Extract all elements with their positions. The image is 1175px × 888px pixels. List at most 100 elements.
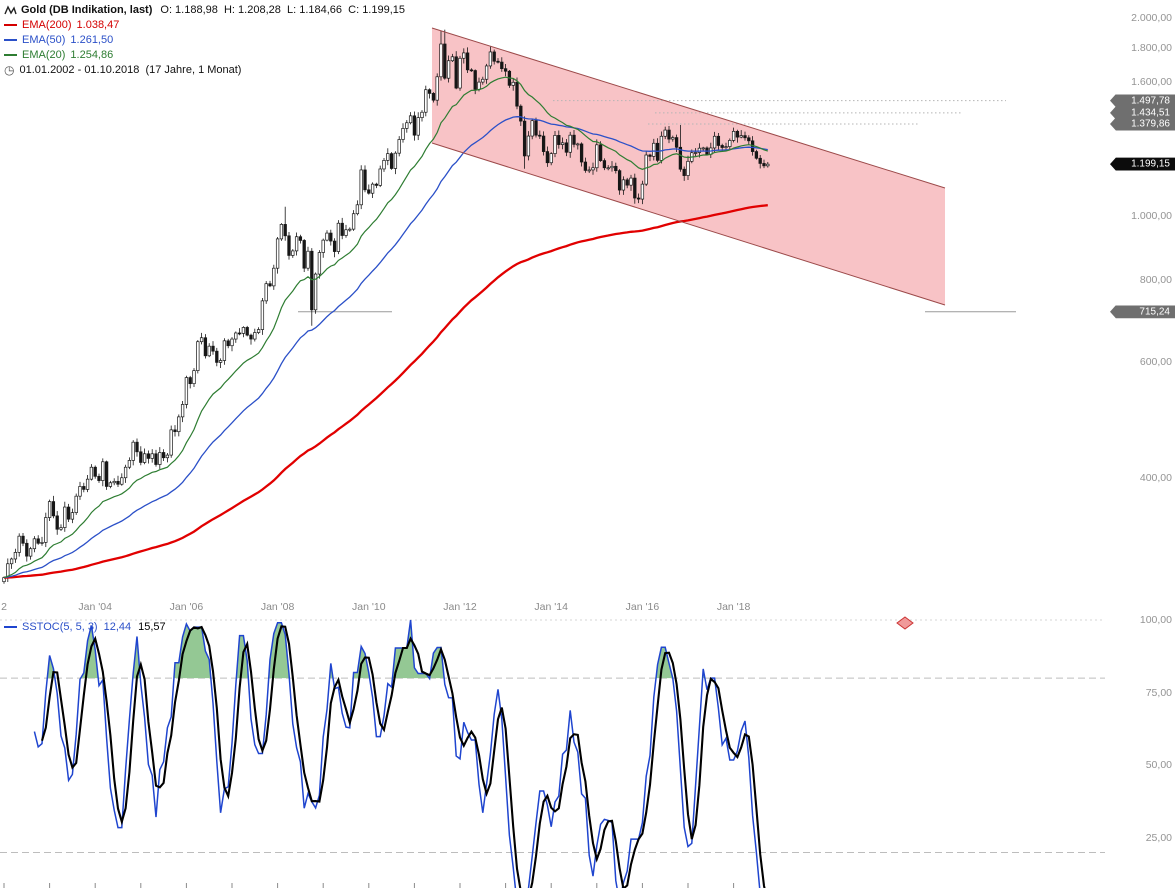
candle-body	[522, 120, 527, 157]
candle-body	[389, 153, 394, 169]
candle-body	[245, 327, 249, 336]
candle-body	[473, 70, 477, 90]
candle-body	[112, 480, 116, 484]
candle-body	[78, 486, 82, 497]
candle-body	[682, 168, 686, 176]
candle-body	[405, 122, 409, 129]
candle-body	[158, 452, 162, 465]
candle-body	[431, 93, 436, 101]
candle-body	[355, 204, 360, 215]
candle-body	[234, 332, 238, 340]
candle-body	[268, 283, 272, 287]
candle-body	[503, 68, 508, 72]
candle-body	[697, 147, 702, 153]
candle-body	[500, 61, 504, 70]
candle-body	[249, 334, 253, 340]
candle-body	[401, 128, 405, 140]
candle-body	[458, 57, 462, 89]
candle-body	[104, 461, 109, 487]
candle-body	[59, 527, 63, 530]
candle-body	[169, 429, 173, 456]
candle-body	[317, 252, 322, 275]
candle-body	[465, 52, 470, 71]
candle-body	[101, 461, 105, 481]
candle-body	[367, 189, 371, 194]
candle-body	[416, 117, 420, 136]
candle-body	[97, 475, 101, 481]
candle-body	[25, 542, 29, 557]
candle-body	[218, 360, 223, 363]
candle-body	[363, 169, 367, 191]
candle-body	[344, 229, 348, 236]
candle-body	[450, 56, 455, 62]
candle-body	[488, 51, 493, 67]
candle-body	[572, 134, 576, 145]
candle-body	[199, 337, 204, 343]
ema50-line	[3, 116, 768, 579]
candle-body	[408, 115, 413, 124]
candle-body	[420, 111, 424, 118]
candle-body	[142, 453, 147, 463]
candle-body	[123, 466, 128, 479]
candle-body	[633, 177, 637, 199]
candle-body	[150, 453, 154, 459]
candle-body	[382, 160, 386, 170]
candle-body	[283, 224, 287, 237]
candle-body	[325, 232, 329, 241]
channel-upper-line	[431, 27, 946, 189]
candle-body	[348, 228, 352, 231]
candle-body	[606, 167, 610, 170]
candle-body	[621, 179, 626, 191]
candle-body	[207, 345, 211, 357]
candle-body	[701, 147, 705, 150]
candle-body	[332, 240, 337, 252]
candle-body	[131, 441, 135, 461]
candle-body	[13, 552, 18, 560]
candle-body	[70, 512, 75, 520]
candle-body	[576, 143, 580, 146]
candle-body	[579, 143, 584, 163]
candle-body	[583, 161, 588, 171]
candle-body	[515, 81, 519, 107]
candle-body	[541, 135, 546, 152]
candle-body	[754, 151, 759, 159]
candle-body	[161, 452, 166, 459]
candle-body	[469, 69, 474, 72]
candle-body	[625, 179, 629, 186]
candle-body	[370, 183, 375, 194]
candle-body	[215, 350, 219, 363]
candle-body	[165, 454, 170, 459]
candle-body	[256, 329, 261, 333]
candle-body	[731, 130, 736, 141]
candle-body	[743, 135, 747, 139]
candle-body	[481, 78, 485, 83]
candle-body	[226, 340, 230, 347]
stoch-overbought-zone	[132, 636, 141, 679]
candle-body	[146, 453, 151, 459]
candle-body	[120, 477, 124, 485]
candle-body	[184, 377, 189, 405]
candle-body	[747, 137, 751, 142]
candle-body	[686, 160, 690, 176]
candle-body	[82, 486, 86, 490]
stoch-d-line	[40, 625, 766, 888]
candle-body	[9, 558, 14, 565]
candle-body	[196, 341, 200, 371]
candle-body	[545, 151, 550, 164]
candle-body	[180, 404, 185, 418]
candle-body	[739, 135, 743, 138]
candle-body	[177, 416, 181, 433]
ema20-line	[3, 76, 768, 579]
candle-body	[553, 135, 557, 154]
candle-body	[758, 157, 762, 164]
candle-body	[530, 120, 534, 137]
candle-body	[275, 238, 280, 269]
candle-body	[241, 327, 246, 334]
candle-body	[386, 153, 390, 161]
candle-body	[477, 81, 481, 90]
candle-body	[640, 183, 645, 200]
candle-body	[40, 542, 44, 544]
candle-body	[644, 154, 648, 185]
